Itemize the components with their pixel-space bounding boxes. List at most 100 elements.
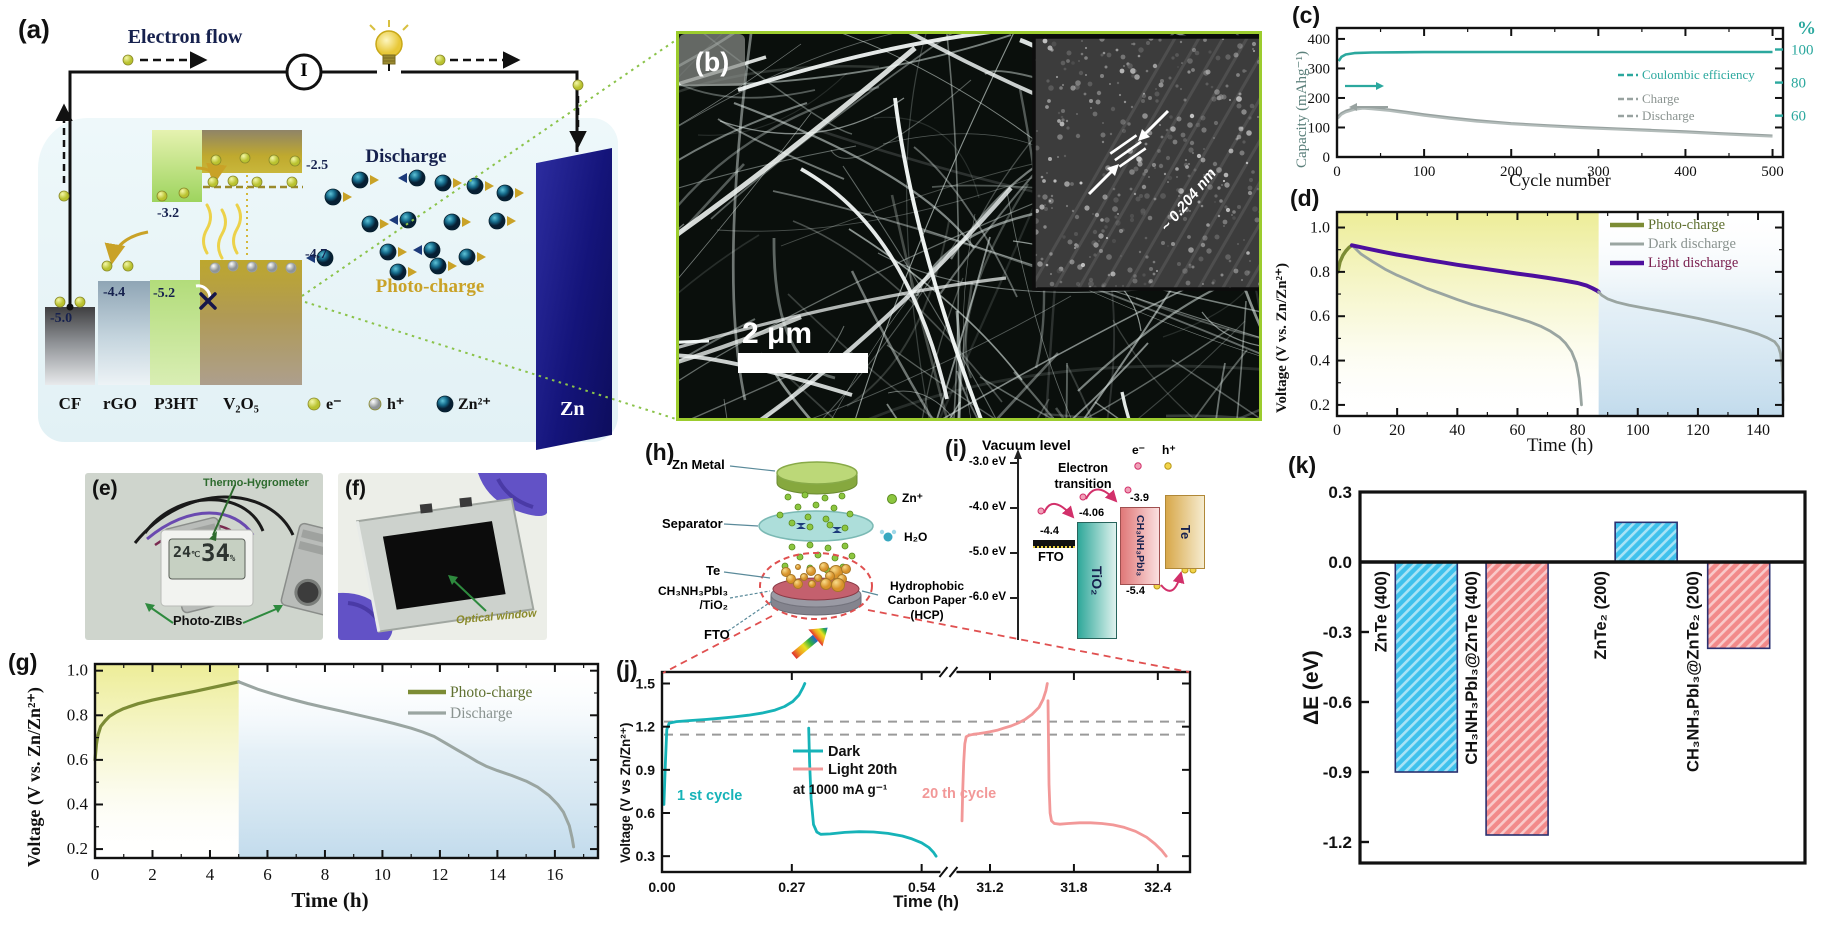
chart-j-svg: 0.00 0.27 0.54 31.2 31.8 32.4 1.5 1.2 0.9 0.6 0.3 T…	[636, 666, 1192, 911]
mapi-band-bar: CH₃NH₃PbI₃	[1120, 507, 1160, 585]
svg-text:100: 100	[1626, 422, 1650, 439]
photo-zibs-label: Photo-ZIBs	[173, 613, 243, 628]
svg-text:0.54: 0.54	[908, 879, 935, 895]
panel-d-discharge-chart: 0 20 40 60 80 100 120 140 1.0 0.8 0.6 0.4 0.2 Time (h…	[1270, 185, 1824, 465]
svg-text:0: 0	[1333, 164, 1341, 180]
light-arrow-icon	[791, 627, 828, 659]
rgo-material-label: rGO	[103, 394, 137, 413]
svg-text:0: 0	[1333, 422, 1341, 439]
zoom-ellipse	[759, 552, 873, 620]
mapi-band-label: CH₃NH₃PbI₃	[1134, 515, 1146, 577]
hole-symbol: h⁺	[1162, 443, 1176, 457]
lcd-humidity-value: 34%	[201, 539, 235, 567]
svg-text:60: 60	[1791, 109, 1806, 125]
mapi-label: CH₃NH₃PbI₃ /TiO₂	[650, 584, 728, 613]
svg-text:60: 60	[1509, 422, 1525, 439]
voltage-axis-label-j: Voltage (V vs Zn/Zn²⁺)	[618, 722, 633, 863]
svg-text:0.6: 0.6	[1310, 308, 1330, 325]
discharge-chart-canvas: 0 20 40 60 80 100 120 140 1.0 0.8 0.6 0.4 0.2 Time (h…	[1270, 195, 1824, 465]
panel-g-photocharge-chart: 0 2 4 6 8 10 12 14 16 1.0 0.8 0.6 0.4 0.2 Time (h) Phot…	[0, 645, 620, 925]
svg-text:12: 12	[431, 865, 448, 884]
chart-g-svg: 0 2 4 6 8 10 12 14 16 1.0 0.8 0.6 0.4 0.2 Time (h) Phot…	[67, 661, 600, 912]
svg-text:Time (h): Time (h)	[291, 888, 368, 912]
fto-level-bar	[1033, 540, 1075, 548]
panel-a-label: (a)	[18, 14, 50, 44]
panel-c-label: (c)	[1292, 2, 1321, 28]
mapi-cb-value: -3.9	[1130, 492, 1149, 504]
svg-text:0.6: 0.6	[636, 805, 656, 821]
svg-text:0.3: 0.3	[1328, 483, 1352, 502]
svg-text:0.4: 0.4	[67, 794, 89, 813]
svg-text:400: 400	[1674, 164, 1697, 180]
svg-text:ZnTe (400): ZnTe (400)	[1372, 571, 1390, 652]
separator-label: Separator	[662, 516, 723, 531]
svg-text:120: 120	[1686, 422, 1710, 439]
panel-c-cycling-chart: 0 100 200 300 400 500 400 300 200 100 0 100 80 60% Cyc…	[1270, 0, 1824, 195]
svg-text:Photo-charge: Photo-charge	[450, 684, 532, 701]
te-label: Te	[706, 563, 721, 578]
voltage-axis-label-d: Voltage (V vs. Zn/Zn²⁺)	[1274, 263, 1290, 413]
v2o5-vb-value: -4.7	[305, 247, 328, 262]
v2o5-vb-bar	[200, 260, 302, 385]
p3ht-material-label: P3HT	[154, 394, 198, 413]
svg-text:2: 2	[148, 865, 157, 884]
svg-text:-0.9: -0.9	[1323, 763, 1352, 782]
rgo-level-value: -4.4	[103, 285, 126, 300]
svg-text:Light discharge: Light discharge	[1648, 255, 1738, 271]
electron-hole-balls	[54, 54, 584, 413]
ev-tick-2: -5.0 eV	[968, 546, 1006, 558]
panel-h-schematic: (h) Zn Metal Separator Te CH₃NH₃PbI₃ /Ti…	[620, 435, 1040, 675]
svg-text:Coulombic efficiency: Coulombic efficiency	[1642, 67, 1755, 82]
voltage-axis-label-g: Voltage (V vs. Zn/Zn²⁺)	[24, 687, 44, 867]
ev-tick-3: -6.0 eV	[968, 591, 1006, 603]
svg-text:31.8: 31.8	[1060, 879, 1087, 895]
panel-e-label: (e)	[92, 477, 118, 500]
panel-b-sem-image: (b) 2 μm ~ 0.204 nm	[676, 31, 1262, 421]
svg-text:ZnTe₂ (200): ZnTe₂ (200)	[1592, 571, 1610, 660]
svg-text:Photo-charge: Photo-charge	[1648, 217, 1725, 233]
panel-i-band-diagram: (i) Vacuum level -3.0 eV -4.0 eV -5.0 eV -6…	[940, 435, 1290, 675]
svg-text:16: 16	[546, 865, 563, 884]
lcd-temp-value: 24℃	[173, 543, 200, 561]
rgo-energy-bar	[98, 281, 150, 385]
cf-material-label: CF	[58, 394, 82, 413]
svg-text:Time (h): Time (h)	[1527, 435, 1593, 456]
p3ht-homo-bar	[150, 280, 202, 385]
svg-text:0.9: 0.9	[636, 762, 656, 778]
bar-chart-canvas: ZnTe (400) CH₃NH₃PbI₃@ZnTe (400) ZnTe₂ (20…	[1270, 430, 1824, 925]
cf-level-value: -5.0	[50, 311, 73, 326]
panel-f-photo: (f) Optical window	[338, 473, 547, 640]
blocked-path-x-icon	[199, 292, 217, 310]
te-band-bar: Te	[1165, 495, 1205, 569]
ev-tick-0: -3.0 eV	[968, 456, 1006, 468]
delta-e-axis-label: ΔE (eV)	[1300, 650, 1323, 725]
light-bulb-icon	[369, 20, 409, 71]
zn-metal-label: Zn Metal	[672, 457, 725, 472]
cycling-chart-canvas: 0 100 200 300 400 500 400 300 200 100 0 100 80 60% Cyc…	[1270, 0, 1824, 195]
svg-text:0.2: 0.2	[1310, 397, 1330, 414]
tio2-cb-value: -4.06	[1079, 507, 1105, 519]
svg-text:31.2: 31.2	[976, 879, 1003, 895]
tio2-text: /TiO₂	[699, 597, 728, 612]
v2o5-material-label: V₂O₅	[223, 394, 259, 413]
svg-text:100: 100	[1308, 120, 1331, 136]
photoelectrode-stack	[770, 562, 862, 616]
svg-text:Charge: Charge	[1642, 91, 1680, 106]
svg-text:0.00: 0.00	[648, 879, 675, 895]
svg-text:100: 100	[1413, 164, 1436, 180]
electron-flow-label: Electron flow	[127, 26, 243, 48]
svg-text:1.5: 1.5	[636, 676, 656, 692]
capacity-axis-label: Capacity (mAhg⁻¹)	[1294, 51, 1310, 168]
svg-text:10: 10	[374, 865, 391, 884]
tio2-band-bar: TiO₂	[1077, 522, 1117, 639]
panel-g-label: (g)	[8, 649, 38, 675]
svg-text:at 1000 mA g⁻¹: at 1000 mA g⁻¹	[793, 782, 888, 797]
svg-text:Discharge: Discharge	[450, 705, 513, 722]
svg-text:Discharge: Discharge	[1642, 108, 1695, 123]
svg-text:8: 8	[321, 865, 330, 884]
separator-disk	[758, 510, 874, 542]
svg-text:14: 14	[489, 865, 507, 884]
svg-text:0.4: 0.4	[1310, 353, 1330, 370]
svg-text:0.3: 0.3	[636, 848, 656, 864]
panel-a: Zn	[0, 0, 640, 465]
